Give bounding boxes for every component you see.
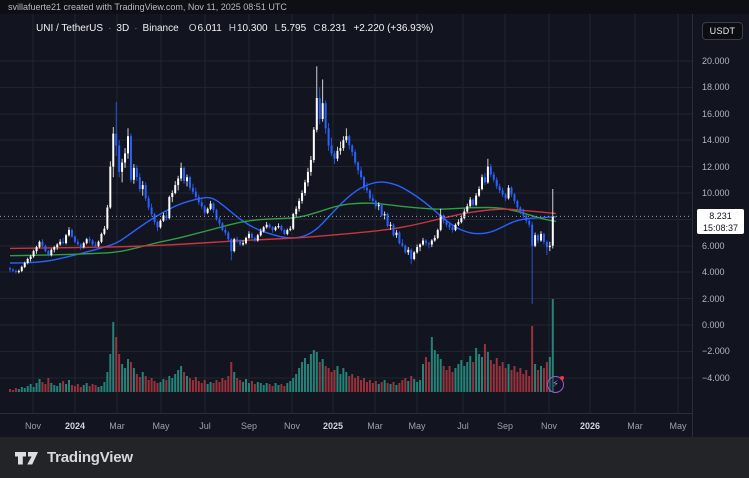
time-tick-label: May [152,421,170,431]
lightning-icon[interactable]: ⚡ [547,376,564,393]
last-price-value: 8.231 [709,211,732,221]
notification-dot [560,376,564,380]
time-tick-label: Jul [199,421,211,431]
price-tick-label: 20.000 [702,56,730,66]
symbol-name[interactable]: UNI / TetherUS [36,23,104,34]
time-tick-label: 2025 [322,421,344,431]
change-value: +2.220 (+36.93%) [353,23,434,34]
time-tick-label: Mar [367,421,383,431]
time-tick-label: Sep [496,421,514,431]
time-tick-label: Mar [109,421,125,431]
legend-separator: · [134,23,138,34]
price-tick-label: 0.000 [702,320,725,330]
brand-footer: TradingView [0,437,749,478]
lightning-glyph: ⚡ [551,378,560,390]
ma-red [9,208,557,250]
price-tick-label: 4.000 [702,267,725,278]
candles [9,66,554,304]
price-tick-label: 10.000 [702,188,730,198]
bar-countdown: 15:08:37 [702,223,739,233]
time-tick-label: 2024 [64,421,86,431]
last-price-label: 8.231 15:08:37 [697,209,744,234]
price-tick-label: −2.000 [702,346,730,357]
time-tick-label: 2026 [579,421,601,431]
price-tick-label: 16.000 [702,108,730,119]
time-tick-label: Nov [540,421,558,431]
high-value: 10.300 [237,23,268,34]
volume-bars [9,299,554,392]
time-tick-label: Mar [627,421,643,431]
price-tick-label: 12.000 [702,161,730,172]
time-tick-label: Sep [240,421,258,431]
price-axis[interactable]: USDT 8.231 15:08:37 20.000 18.000 16.000 14… [692,14,749,437]
time-tick-label: Nov [24,421,42,431]
price-tick-label: −4.000 [702,372,730,383]
attribution-bar: svillafuerte21 created with TradingView.… [0,0,749,14]
open-value: 6.011 [197,23,222,34]
price-tick-label: 6.000 [702,240,725,251]
close-label: C [313,23,321,34]
price-tick-label: 14.000 [702,135,730,146]
grid-lines [0,14,692,413]
ma-green [9,202,557,257]
brand-name: TradingView [47,449,133,466]
price-tick-label: 18.000 [702,82,730,93]
time-tick-label: May [408,421,426,431]
close-value: 8.231 [321,23,347,34]
high-label: H [228,23,236,34]
low-value: 5.795 [281,23,307,34]
time-tick-label: Jul [457,421,469,431]
ma-blue [9,181,557,264]
low-label: L [274,23,281,34]
exchange-label[interactable]: Binance [142,23,179,34]
time-tick-label: May [669,421,687,431]
interval-label[interactable]: 3D [116,23,130,34]
currency-toggle-button[interactable]: USDT [702,22,743,40]
legend-separator: · [108,23,112,34]
ohlc-values: O6.011 H10.300 L5.795 C8.231 +2.220 (+36… [189,23,434,34]
moving-average-lines [9,181,557,264]
open-label: O [188,23,197,34]
price-tick-label: 2.000 [702,293,725,304]
time-axis[interactable]: Nov 2024 Mar May Jul Sep Nov 2025 Mar May Jul Sep No… [0,413,749,437]
attribution-text: svillafuerte21 created with TradingView.… [8,2,287,12]
time-tick-label: Nov [283,421,301,431]
tradingview-logo-icon [15,451,38,464]
symbol-legend[interactable]: UNI / TetherUS · 3D · Binance O6.011 H10… [36,21,434,36]
